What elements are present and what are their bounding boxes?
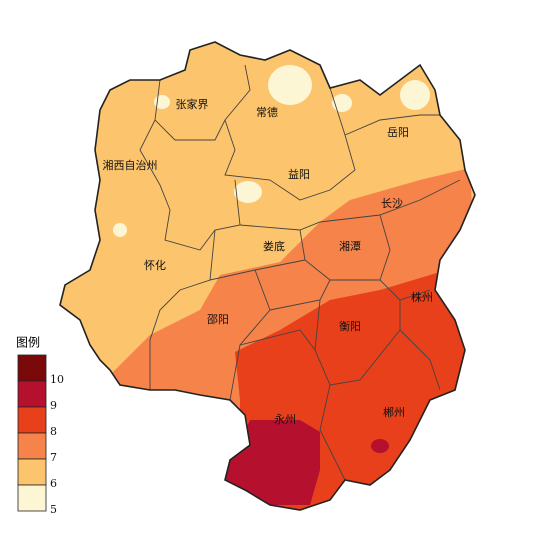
legend-swatch xyxy=(17,406,47,434)
legend-title: 图例 xyxy=(16,336,40,350)
city-label: 常德 xyxy=(256,105,278,119)
city-label: 岳阳 xyxy=(387,126,409,139)
city-label: 怀化 xyxy=(144,258,166,272)
boundary xyxy=(239,179,461,231)
boundary xyxy=(299,214,391,281)
boundary xyxy=(209,259,306,401)
legend-swatch xyxy=(17,484,47,512)
city-label: 益阳 xyxy=(288,167,310,181)
city-labels: 张家界 常德 岳阳 湘西自治州 益阳 长沙 怀化 娄底 湘潭 邵阳 株州 衡阳 … xyxy=(103,97,434,426)
legend-label: 10 xyxy=(50,373,64,386)
legend-swatch xyxy=(17,380,47,408)
city-label: 永州 xyxy=(274,412,296,426)
city-label: 湘潭 xyxy=(339,239,361,253)
zone-5-6 xyxy=(332,94,352,112)
city-label: 张家界 xyxy=(176,97,209,111)
zone-5-6 xyxy=(400,80,430,110)
legend-label: 9 xyxy=(50,399,57,412)
legend: 10 9 8 7 6 5 xyxy=(17,354,64,516)
city-label: 株州 xyxy=(411,290,433,304)
boundary xyxy=(139,119,241,251)
city-label: 邵阳 xyxy=(207,313,229,326)
zone-9-10 xyxy=(371,439,389,453)
boundary xyxy=(344,114,440,136)
boundaries xyxy=(59,41,476,511)
legend-swatch xyxy=(17,354,47,382)
zone-9-10 xyxy=(220,420,320,505)
legend-label: 8 xyxy=(50,425,57,438)
zone-5-6 xyxy=(268,65,312,105)
city-label: 衡阳 xyxy=(339,320,361,333)
legend-label: 7 xyxy=(50,451,57,464)
boundary xyxy=(224,87,356,201)
boundary xyxy=(149,229,216,390)
city-label: 湘西自治州 xyxy=(103,158,158,172)
zone-5-6 xyxy=(234,181,262,203)
city-label: 娄底 xyxy=(263,239,285,253)
city-label: 郴州 xyxy=(383,405,405,419)
legend-swatch xyxy=(17,432,47,460)
boundary xyxy=(239,329,441,481)
legend-label: 5 xyxy=(50,503,57,516)
legend-swatch xyxy=(17,458,47,486)
boundary xyxy=(269,279,431,386)
city-label: 长沙 xyxy=(381,197,403,210)
zone-5-6 xyxy=(113,223,127,237)
legend-label: 6 xyxy=(50,477,57,490)
